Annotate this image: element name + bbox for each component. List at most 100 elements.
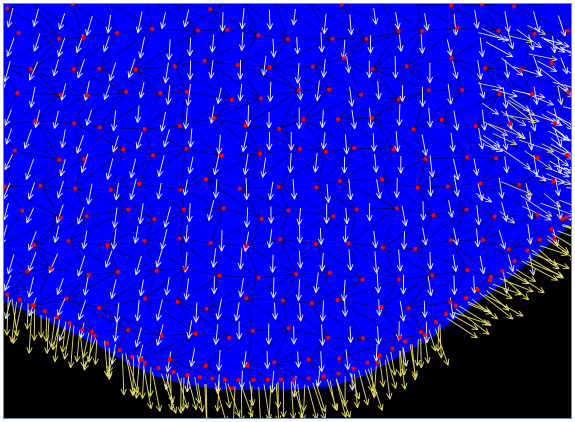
arrow-shaft: [323, 13, 327, 34]
arrow-shaft: [53, 110, 59, 129]
mesh-edge: [311, 272, 331, 304]
mesh-edge: [447, 182, 481, 187]
mesh-node: [494, 156, 499, 161]
arrow-head-left: [485, 201, 492, 203]
velocity-arrow: [159, 111, 167, 132]
arrow-shaft: [528, 34, 534, 51]
mesh-edge: [413, 119, 442, 130]
mesh-edge: [333, 209, 357, 217]
velocity-arrow: [275, 383, 282, 418]
mesh-edge: [245, 124, 280, 130]
arrow-head-right: [213, 287, 218, 295]
arrow-head-right: [113, 221, 119, 228]
mesh-node: [126, 328, 131, 332]
velocity-arrow: [156, 182, 163, 200]
mesh-node: [278, 237, 283, 242]
arrow-head-right: [565, 246, 570, 254]
velocity-arrow: [76, 135, 85, 154]
arrow-head-left: [5, 137, 7, 145]
mesh-edge: [99, 28, 153, 70]
arrow-head-right: [530, 237, 533, 245]
arrow-head-right: [184, 189, 189, 196]
arrow-head-left: [414, 359, 418, 367]
arrow-shaft: [546, 173, 571, 185]
arrow-shaft: [137, 11, 143, 33]
arrow-head-right: [279, 415, 282, 418]
arrow-head-left: [168, 404, 172, 411]
arrow-head-right: [108, 373, 113, 380]
arrow-head-right: [565, 159, 569, 167]
arrow-head-right: [557, 239, 560, 246]
mesh-edge: [296, 272, 330, 275]
arrow-head-left: [182, 189, 186, 196]
velocity-arrow: [504, 11, 511, 33]
mesh-edge: [30, 68, 88, 96]
arrow-shaft: [84, 274, 89, 296]
velocity-arrow: [414, 339, 421, 367]
arrow-shaft: [33, 8, 39, 27]
mesh-node: [483, 66, 488, 71]
velocity-arrow: [400, 231, 408, 250]
mesh-node: [256, 33, 261, 38]
arrow-head-right: [167, 98, 172, 105]
arrow-head-right: [422, 47, 426, 54]
arrow-shaft: [492, 88, 518, 97]
velocity-arrow: [384, 359, 393, 400]
arrow-head-right: [222, 25, 226, 32]
arrow-head-left: [270, 51, 275, 58]
mesh-edge: [315, 243, 363, 280]
mesh-node: [116, 269, 120, 274]
arrow-head-left: [421, 149, 427, 156]
arrow-head-right: [346, 147, 350, 155]
arrow-head-right: [487, 319, 492, 326]
velocity-arrow: [347, 179, 354, 201]
arrow-head-left: [426, 121, 431, 128]
arrow-shaft: [395, 12, 399, 30]
arrow-shaft: [156, 249, 163, 268]
mesh-edge: [144, 268, 186, 299]
mesh-edge: [219, 275, 259, 279]
arrow-head-right: [521, 119, 527, 126]
arrow-head-right: [217, 313, 222, 320]
mesh-edge: [513, 5, 568, 32]
arrow-shaft: [218, 350, 221, 371]
arrow-shaft: [373, 365, 377, 398]
mesh-edge: [518, 154, 568, 186]
velocity-arrow: [524, 150, 553, 170]
arrow-head-left: [225, 402, 231, 409]
mesh-edge: [278, 90, 300, 129]
mesh-edge: [246, 238, 281, 247]
mesh-edge: [4, 217, 61, 244]
mesh-node: [445, 184, 450, 189]
arrow-shaft: [109, 62, 117, 81]
velocity-arrow: [541, 37, 570, 48]
mesh-node: [478, 181, 483, 186]
arrow-shaft: [211, 34, 215, 53]
arrow-head-right: [77, 72, 83, 79]
arrow-head-right: [57, 311, 63, 317]
arrow-shaft: [349, 372, 360, 400]
velocity-arrow: [44, 318, 51, 354]
mesh-edge: [205, 178, 224, 209]
velocity-arrow: [267, 181, 274, 201]
arrow-shaft: [6, 296, 9, 336]
arrow-head-left: [397, 45, 402, 52]
mesh-edge: [184, 268, 220, 276]
velocity-arrow: [56, 180, 64, 199]
mesh-edge: [246, 297, 283, 301]
velocity-arrow: [26, 309, 33, 354]
arrow-head-left: [171, 408, 177, 414]
mesh-node: [426, 88, 431, 93]
mesh-node: [90, 329, 94, 334]
arrow-head-right: [483, 319, 490, 325]
arrow-head-left: [502, 287, 508, 294]
arrow-shaft: [222, 12, 224, 32]
velocity-arrow: [480, 109, 488, 131]
mesh-edge: [520, 69, 533, 95]
arrow-head-left: [105, 26, 109, 34]
arrow-head-right: [293, 19, 298, 26]
arrow-head-right: [548, 147, 555, 152]
velocity-arrow: [419, 33, 426, 54]
arrow-shaft: [398, 104, 401, 126]
arrow-head-left: [103, 370, 108, 377]
